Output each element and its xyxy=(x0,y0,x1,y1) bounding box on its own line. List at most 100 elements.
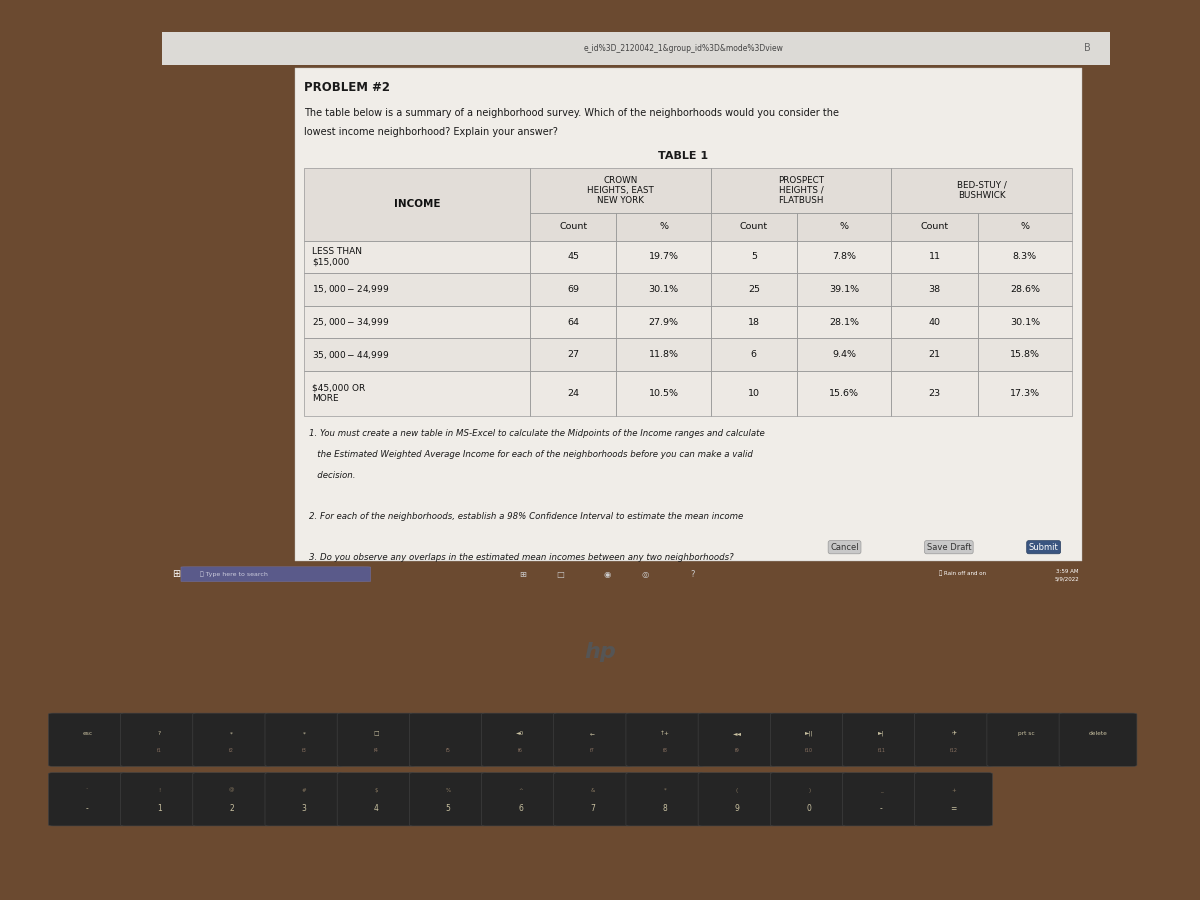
Text: $15,000 - $24,999: $15,000 - $24,999 xyxy=(312,284,389,295)
Text: 9: 9 xyxy=(734,804,739,813)
Bar xyxy=(530,338,617,371)
FancyBboxPatch shape xyxy=(181,567,371,581)
Text: INCOME: INCOME xyxy=(394,199,440,209)
Bar xyxy=(305,167,530,240)
Text: 30.1%: 30.1% xyxy=(648,285,678,294)
Bar xyxy=(710,371,797,416)
Bar xyxy=(797,371,892,416)
Bar xyxy=(530,371,617,416)
Text: e_id%3D_2120042_1&group_id%3D&mode%3Dview: e_id%3D_2120042_1&group_id%3D&mode%3Dvie… xyxy=(583,44,784,53)
Bar xyxy=(797,274,892,306)
Text: *: * xyxy=(230,731,233,736)
FancyBboxPatch shape xyxy=(481,772,559,826)
Text: lowest income neighborhood? Explain your answer?: lowest income neighborhood? Explain your… xyxy=(305,127,558,137)
FancyBboxPatch shape xyxy=(553,713,631,767)
Text: ◄0: ◄0 xyxy=(516,731,524,736)
Text: 6: 6 xyxy=(751,350,757,359)
Bar xyxy=(892,306,978,338)
Text: 3. Do you observe any overlaps in the estimated mean incomes between any two nei: 3. Do you observe any overlaps in the es… xyxy=(308,553,733,562)
Text: f1: f1 xyxy=(157,749,162,753)
Bar xyxy=(892,274,978,306)
Bar xyxy=(710,167,892,212)
FancyBboxPatch shape xyxy=(120,772,198,826)
Text: 45: 45 xyxy=(568,252,580,261)
FancyBboxPatch shape xyxy=(1060,713,1136,767)
Text: 5: 5 xyxy=(751,252,757,261)
Bar xyxy=(978,212,1072,240)
Text: f5: f5 xyxy=(446,749,451,753)
Bar xyxy=(617,274,710,306)
FancyBboxPatch shape xyxy=(914,713,992,767)
Text: 0: 0 xyxy=(806,804,811,813)
Text: $25,000 - $34,999: $25,000 - $34,999 xyxy=(312,316,389,328)
Text: (: ( xyxy=(736,788,738,793)
Bar xyxy=(305,371,530,416)
Bar xyxy=(530,240,617,273)
Text: PROSPECT
HEIGHTS /
FLATBUSH: PROSPECT HEIGHTS / FLATBUSH xyxy=(778,176,824,204)
Text: $35,000 - $44,999: $35,000 - $44,999 xyxy=(312,348,389,361)
Text: TABLE 1: TABLE 1 xyxy=(659,151,708,161)
Text: 5: 5 xyxy=(446,804,451,813)
FancyBboxPatch shape xyxy=(193,713,271,767)
Text: 28.6%: 28.6% xyxy=(1010,285,1040,294)
Bar xyxy=(710,274,797,306)
Bar xyxy=(617,371,710,416)
FancyBboxPatch shape xyxy=(337,772,415,826)
Bar xyxy=(617,212,710,240)
Bar xyxy=(530,338,617,371)
Text: 8.3%: 8.3% xyxy=(1013,252,1037,261)
Bar xyxy=(978,306,1072,338)
Text: ?: ? xyxy=(691,570,695,579)
Bar xyxy=(978,338,1072,371)
Bar xyxy=(892,274,978,306)
Text: 39.1%: 39.1% xyxy=(829,285,859,294)
Text: 24: 24 xyxy=(568,389,580,398)
Bar xyxy=(530,240,617,273)
Text: -: - xyxy=(86,804,89,813)
Text: 69: 69 xyxy=(568,285,580,294)
Bar xyxy=(978,338,1072,371)
FancyBboxPatch shape xyxy=(48,772,126,826)
Text: &: & xyxy=(590,788,595,793)
Bar xyxy=(797,306,892,338)
Text: 27.9%: 27.9% xyxy=(648,318,678,327)
Text: ◉: ◉ xyxy=(604,570,611,579)
Bar xyxy=(978,306,1072,338)
Bar xyxy=(797,338,892,371)
Text: 64: 64 xyxy=(568,318,580,327)
Text: 10: 10 xyxy=(748,389,760,398)
Bar xyxy=(892,240,978,273)
Bar xyxy=(617,212,710,240)
Bar xyxy=(710,306,797,338)
Text: 8: 8 xyxy=(662,804,667,813)
FancyBboxPatch shape xyxy=(698,713,776,767)
Text: ◄◄: ◄◄ xyxy=(732,731,742,736)
Text: 17.3%: 17.3% xyxy=(1009,389,1040,398)
Bar xyxy=(305,306,530,338)
Text: 23: 23 xyxy=(929,389,941,398)
Text: Cancel: Cancel xyxy=(830,543,859,552)
Bar xyxy=(305,274,530,306)
Bar xyxy=(710,240,797,273)
Bar xyxy=(892,338,978,371)
Text: f10: f10 xyxy=(805,749,814,753)
FancyBboxPatch shape xyxy=(842,772,920,826)
Bar xyxy=(892,240,978,273)
Bar xyxy=(617,338,710,371)
Text: 27: 27 xyxy=(568,350,580,359)
Text: 21: 21 xyxy=(929,350,941,359)
Bar xyxy=(305,240,530,273)
Bar xyxy=(978,274,1072,306)
Text: 3:59 AM: 3:59 AM xyxy=(1056,569,1079,574)
Text: ⊞: ⊞ xyxy=(172,569,180,580)
FancyBboxPatch shape xyxy=(265,772,343,826)
Text: 15.6%: 15.6% xyxy=(829,389,859,398)
FancyBboxPatch shape xyxy=(626,772,703,826)
Text: =: = xyxy=(950,804,956,813)
Text: f9: f9 xyxy=(734,749,739,753)
Text: 4: 4 xyxy=(373,804,378,813)
Bar xyxy=(530,167,710,212)
FancyBboxPatch shape xyxy=(914,772,992,826)
Text: f2: f2 xyxy=(229,749,234,753)
Text: 28.1%: 28.1% xyxy=(829,318,859,327)
